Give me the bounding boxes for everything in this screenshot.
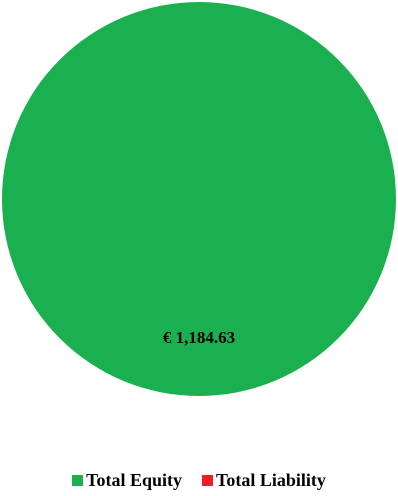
data-label-total-equity: € 1,184.63 <box>163 328 235 347</box>
legend-label-total-equity: Total Equity <box>86 470 182 490</box>
legend-swatch-total-liability <box>202 475 213 486</box>
legend-item-total-equity: Total Equity <box>72 470 182 491</box>
chart-legend: Total Equity Total Liability <box>0 470 398 491</box>
legend-item-total-liability: Total Liability <box>202 470 326 491</box>
legend-swatch-total-equity <box>72 475 84 486</box>
legend-label-total-liability: Total Liability <box>216 470 326 490</box>
pie-slice-total-equity <box>2 2 396 396</box>
